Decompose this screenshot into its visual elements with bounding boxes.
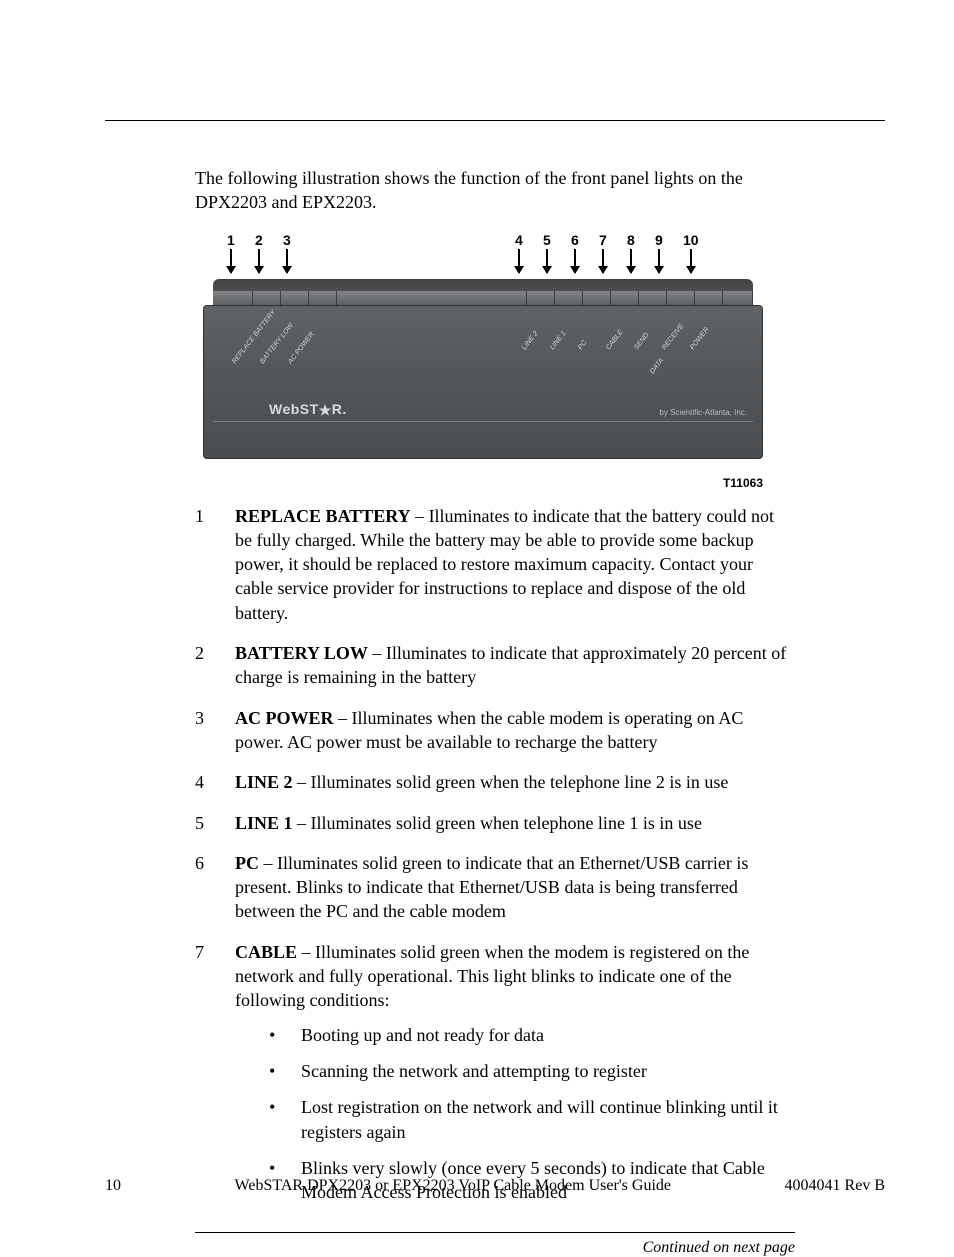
item-sep: – (293, 813, 311, 833)
item-number: 6 (195, 851, 235, 924)
callout-7: 7 (599, 233, 607, 273)
device-body: REPLACE BATTERYBATTERY LOWAC POWERLINE 2… (203, 279, 763, 459)
item-label: BATTERY LOW (235, 643, 368, 663)
callout-number: 3 (283, 233, 291, 247)
callout-3: 3 (283, 233, 291, 273)
callout-number: 9 (655, 233, 663, 247)
callout-number: 8 (627, 233, 635, 247)
item-sep: – (411, 506, 429, 526)
device-face-rule (213, 421, 753, 422)
item-body: LINE 1 – Illuminates solid green when te… (235, 811, 795, 835)
item-label: REPLACE BATTERY (235, 506, 411, 526)
bottom-rule (195, 1232, 795, 1233)
callout-arrow-icon (546, 249, 548, 273)
item-number: 7 (195, 940, 235, 1217)
indicator-item: 6PC – Illuminates solid green to indicat… (195, 851, 795, 924)
item-number: 1 (195, 504, 235, 625)
callout-arrow-icon (690, 249, 692, 273)
indicator-item: 3AC POWER – Illuminates when the cable m… (195, 706, 795, 755)
item-text: Illuminates solid green to indicate that… (235, 853, 748, 922)
item-body: BATTERY LOW – Illuminates to indicate th… (235, 641, 795, 690)
top-rule (105, 120, 885, 121)
callout-number: 1 (227, 233, 235, 247)
indicator-item: 5LINE 1 – Illuminates solid green when t… (195, 811, 795, 835)
item-body: AC POWER – Illuminates when the cable mo… (235, 706, 795, 755)
item-number: 2 (195, 641, 235, 690)
indicator-item: 2BATTERY LOW – Illuminates to indicate t… (195, 641, 795, 690)
callout-4: 4 (515, 233, 523, 273)
indicator-item: 1REPLACE BATTERY – Illuminates to indica… (195, 504, 795, 625)
item-number: 4 (195, 770, 235, 794)
callout-arrow-icon (630, 249, 632, 273)
callout-arrow-icon (286, 249, 288, 273)
callout-number: 5 (543, 233, 551, 247)
brand-prefix: WebST (269, 401, 319, 417)
callout-arrow-icon (574, 249, 576, 273)
bullet-icon: • (269, 1059, 301, 1083)
sub-item: •Scanning the network and attempting to … (269, 1059, 795, 1083)
brand-star-icon: ★ (319, 402, 332, 419)
device-illustration: 1 2 3 4 5 6 7 8 9 10 REPLACE BATTERYBATTERY LOWAC… (203, 233, 763, 468)
callout-8: 8 (627, 233, 635, 273)
item-label: AC POWER (235, 708, 334, 728)
sub-text: Scanning the network and attempting to r… (301, 1059, 647, 1083)
item-sep: – (368, 643, 386, 663)
item-label: LINE 1 (235, 813, 293, 833)
callout-2: 2 (255, 233, 263, 273)
item-body: REPLACE BATTERY – Illuminates to indicat… (235, 504, 795, 625)
brand-suffix: R. (332, 401, 347, 417)
bullet-icon: • (269, 1095, 301, 1144)
item-number: 5 (195, 811, 235, 835)
callout-arrow-icon (258, 249, 260, 273)
continued-note: Continued on next page (195, 1239, 795, 1257)
item-body: CABLE – Illuminates solid green when the… (235, 940, 795, 1217)
bullet-icon: • (269, 1023, 301, 1047)
item-sep: – (293, 772, 311, 792)
item-body: PC – Illuminates solid green to indicate… (235, 851, 795, 924)
footer-title: WebSTAR DPX2203 or EPX2203 VoIP Cable Mo… (121, 1177, 785, 1195)
footer-page-number: 10 (105, 1177, 121, 1195)
callout-arrow-icon (518, 249, 520, 273)
device-brand: WebST★R. (269, 401, 347, 418)
indicator-item: 4LINE 2 – Illuminates solid green when t… (195, 770, 795, 794)
item-label: CABLE (235, 942, 297, 962)
callout-number: 2 (255, 233, 263, 247)
callout-10: 10 (683, 233, 699, 273)
footer-revision: 4004041 Rev B (785, 1177, 885, 1195)
item-body: LINE 2 – Illuminates solid green when th… (235, 770, 795, 794)
indicator-item: 7CABLE – Illuminates solid green when th… (195, 940, 795, 1217)
body-column: The following illustration shows the fun… (105, 166, 795, 1257)
callout-9: 9 (655, 233, 663, 273)
item-sep: – (334, 708, 352, 728)
indicator-list: 1REPLACE BATTERY – Illuminates to indica… (195, 504, 795, 1217)
page-footer: 10 WebSTAR DPX2203 or EPX2203 VoIP Cable… (105, 1177, 885, 1195)
callout-number: 7 (599, 233, 607, 247)
item-text: Illuminates solid green when the telepho… (311, 772, 729, 792)
item-number: 3 (195, 706, 235, 755)
callout-arrow-icon (602, 249, 604, 273)
callout-number: 6 (571, 233, 579, 247)
item-sep: – (297, 942, 315, 962)
sub-text: Lost registration on the network and wil… (301, 1095, 795, 1144)
figure-reference: T11063 (195, 476, 763, 490)
callout-6: 6 (571, 233, 579, 273)
callout-number: 10 (683, 233, 699, 247)
page-content: The following illustration shows the fun… (105, 120, 885, 1257)
sub-item: •Booting up and not ready for data (269, 1023, 795, 1047)
callout-5: 5 (543, 233, 551, 273)
item-label: LINE 2 (235, 772, 293, 792)
item-label: PC (235, 853, 259, 873)
callout-number: 4 (515, 233, 523, 247)
callout-arrow-icon (230, 249, 232, 273)
item-text: Illuminates solid green when telephone l… (311, 813, 702, 833)
device-byline: by Scientific-Atlanta, Inc. (659, 408, 747, 417)
intro-paragraph: The following illustration shows the fun… (195, 166, 795, 215)
item-sep: – (259, 853, 277, 873)
callout-arrow-icon (658, 249, 660, 273)
sub-text: Booting up and not ready for data (301, 1023, 544, 1047)
sub-item: •Lost registration on the network and wi… (269, 1095, 795, 1144)
callout-1: 1 (227, 233, 235, 273)
